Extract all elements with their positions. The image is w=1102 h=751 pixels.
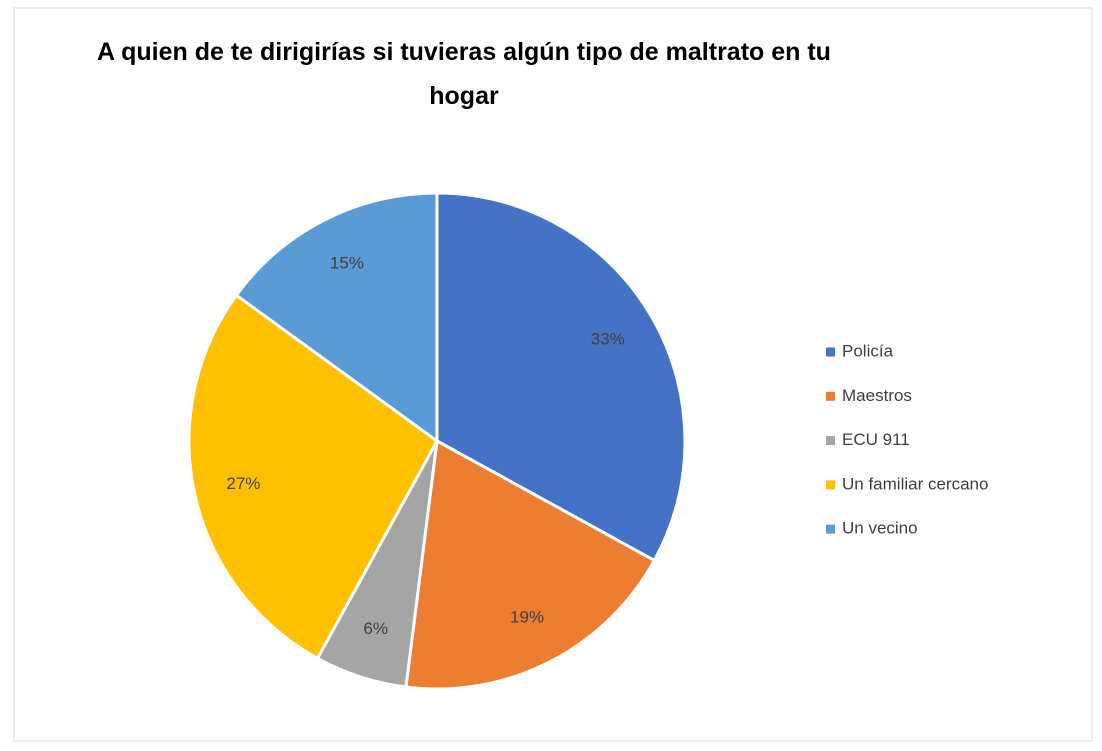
legend-label: Un vecino: [842, 519, 918, 538]
legend-swatch: [826, 436, 835, 446]
legend-label: ECU 911: [842, 430, 910, 449]
legend-swatch: [826, 347, 835, 357]
data-label: 6%: [363, 619, 388, 638]
data-label: 33%: [591, 329, 625, 348]
legend-label: Policía: [842, 341, 894, 360]
legend-swatch: [826, 524, 835, 534]
legend-swatch: [826, 480, 835, 490]
pie-slice: [435, 191, 687, 563]
pie-slice: [234, 191, 439, 444]
data-label: 15%: [330, 254, 364, 273]
legend-label: Un familiar cercano: [842, 474, 988, 493]
legend-swatch: [826, 391, 835, 401]
chart-title: A quien de te dirigirías si tuvieras alg…: [97, 38, 831, 110]
legend-label: Maestros: [842, 386, 912, 405]
data-label: 27%: [226, 474, 260, 493]
pie-slice: [187, 293, 439, 661]
data-label: 19%: [510, 607, 544, 626]
pie-slice: [404, 438, 657, 691]
